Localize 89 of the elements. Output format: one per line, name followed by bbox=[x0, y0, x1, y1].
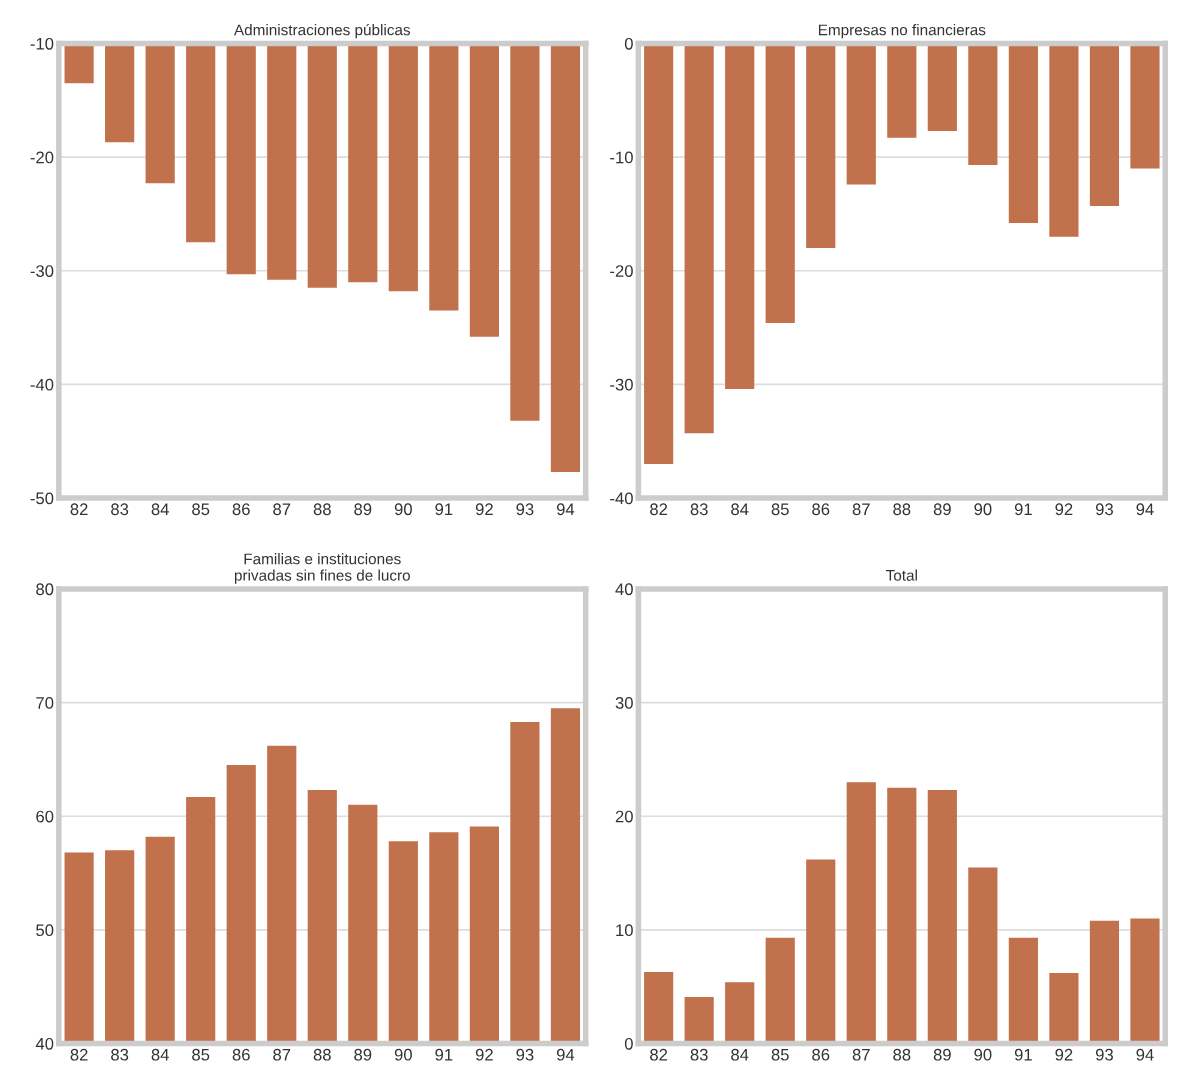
bar bbox=[684, 996, 714, 1044]
bar bbox=[806, 859, 836, 1044]
y-tick-label: 0 bbox=[624, 1037, 633, 1050]
bar bbox=[725, 982, 755, 1044]
x-tick-label: 93 bbox=[1095, 503, 1113, 516]
x-tick-label: 88 bbox=[893, 503, 911, 516]
x-tick-label: 82 bbox=[650, 1048, 668, 1061]
chart-title: Administraciones públicas bbox=[234, 23, 411, 39]
chart-title: Familias e instituciones privadas sin fines de lucro bbox=[234, 553, 410, 584]
y-tick-label: 60 bbox=[36, 810, 54, 823]
x-tick-label: 83 bbox=[690, 503, 708, 516]
x-tick-label: 85 bbox=[192, 1048, 210, 1061]
y-tick-label: -20 bbox=[610, 265, 633, 277]
y-tick-label: -40 bbox=[30, 378, 54, 391]
x-tick-label: 86 bbox=[232, 503, 250, 516]
bar bbox=[1008, 937, 1038, 1044]
x-tick-label: 86 bbox=[812, 1048, 830, 1061]
x-tick-label: 90 bbox=[394, 503, 412, 516]
x-tick-label: 86 bbox=[812, 503, 830, 516]
x-tick-label: 94 bbox=[1136, 1048, 1154, 1061]
x-tick-label: 84 bbox=[151, 1048, 169, 1061]
x-tick-label: 93 bbox=[1095, 1048, 1113, 1061]
x-tick-label: 91 bbox=[435, 503, 453, 516]
x-tick-label: 92 bbox=[1055, 503, 1073, 516]
x-tick-label: 82 bbox=[70, 503, 88, 516]
bar bbox=[887, 787, 917, 1044]
x-tick-label: 84 bbox=[731, 1048, 749, 1061]
y-tick-label: 70 bbox=[36, 697, 54, 709]
x-tick-label: 92 bbox=[1055, 1048, 1073, 1061]
x-tick-label: 85 bbox=[771, 503, 789, 516]
x-tick-label: 94 bbox=[556, 1048, 575, 1061]
x-tick-label: 82 bbox=[650, 503, 668, 516]
x-tick-label: 83 bbox=[111, 1048, 129, 1061]
x-tick-label: 93 bbox=[516, 503, 534, 516]
x-tick-label: 88 bbox=[893, 1048, 911, 1061]
bar bbox=[1049, 973, 1079, 1044]
x-tick-label: 82 bbox=[70, 1048, 88, 1061]
x-tick-label: 91 bbox=[1014, 503, 1032, 516]
x-tick-label: 89 bbox=[354, 503, 372, 516]
x-tick-label: 87 bbox=[852, 503, 870, 516]
x-tick-label: 91 bbox=[1014, 1048, 1032, 1061]
x-tick-label: 86 bbox=[232, 1048, 250, 1061]
x-tick-label: 92 bbox=[475, 1048, 493, 1061]
chart-title: Empresas no financieras bbox=[819, 24, 986, 39]
x-tick-label: 90 bbox=[974, 503, 992, 516]
y-tick-label: -30 bbox=[610, 378, 633, 391]
bar bbox=[927, 790, 957, 1044]
x-tick-label: 88 bbox=[313, 503, 331, 516]
y-tick-label: -20 bbox=[30, 151, 54, 164]
y-tick-label: 40 bbox=[35, 1037, 54, 1050]
y-tick-label: -10 bbox=[610, 151, 633, 164]
x-tick-label: 94 bbox=[556, 503, 575, 516]
x-tick-label: 84 bbox=[731, 503, 749, 516]
x-tick-label: 90 bbox=[394, 1048, 412, 1061]
y-tick-label: -50 bbox=[30, 492, 54, 505]
bar bbox=[1130, 918, 1160, 1044]
x-tick-label: 85 bbox=[192, 503, 210, 516]
x-tick-label: 88 bbox=[313, 1048, 331, 1061]
y-tick-label: -30 bbox=[30, 265, 54, 277]
x-tick-label: 92 bbox=[475, 503, 493, 516]
x-tick-label: 87 bbox=[852, 1048, 870, 1061]
bar bbox=[765, 937, 795, 1044]
x-tick-label: 83 bbox=[690, 1048, 708, 1061]
y-tick-label: 0 bbox=[624, 37, 633, 50]
y-tick-label: 80 bbox=[36, 583, 54, 596]
bar bbox=[1089, 920, 1120, 1044]
x-tick-label: 84 bbox=[151, 503, 169, 516]
y-tick-label: 20 bbox=[615, 810, 633, 823]
y-tick-label: 10 bbox=[616, 924, 633, 937]
x-tick-label: 89 bbox=[933, 503, 951, 516]
x-tick-label: 90 bbox=[974, 1048, 992, 1061]
y-tick-label: 50 bbox=[36, 924, 54, 937]
x-tick-label: 87 bbox=[273, 1048, 291, 1061]
y-tick-label: 40 bbox=[615, 583, 633, 596]
chart-title: Total bbox=[886, 569, 917, 581]
x-tick-label: 83 bbox=[111, 503, 129, 516]
bar bbox=[846, 782, 876, 1044]
x-tick-label: 91 bbox=[435, 1048, 453, 1061]
x-tick-label: 85 bbox=[771, 1048, 789, 1061]
x-tick-label: 93 bbox=[516, 1048, 534, 1061]
x-tick-label: 89 bbox=[354, 1048, 372, 1061]
x-tick-label: 89 bbox=[933, 1048, 951, 1061]
bar bbox=[968, 867, 998, 1044]
y-tick-label: 30 bbox=[615, 697, 633, 709]
x-tick-label: 87 bbox=[273, 503, 291, 516]
y-tick-label: -10 bbox=[30, 37, 54, 50]
x-tick-label: 94 bbox=[1136, 503, 1154, 516]
y-tick-label: -40 bbox=[610, 492, 633, 505]
bar bbox=[644, 971, 674, 1044]
